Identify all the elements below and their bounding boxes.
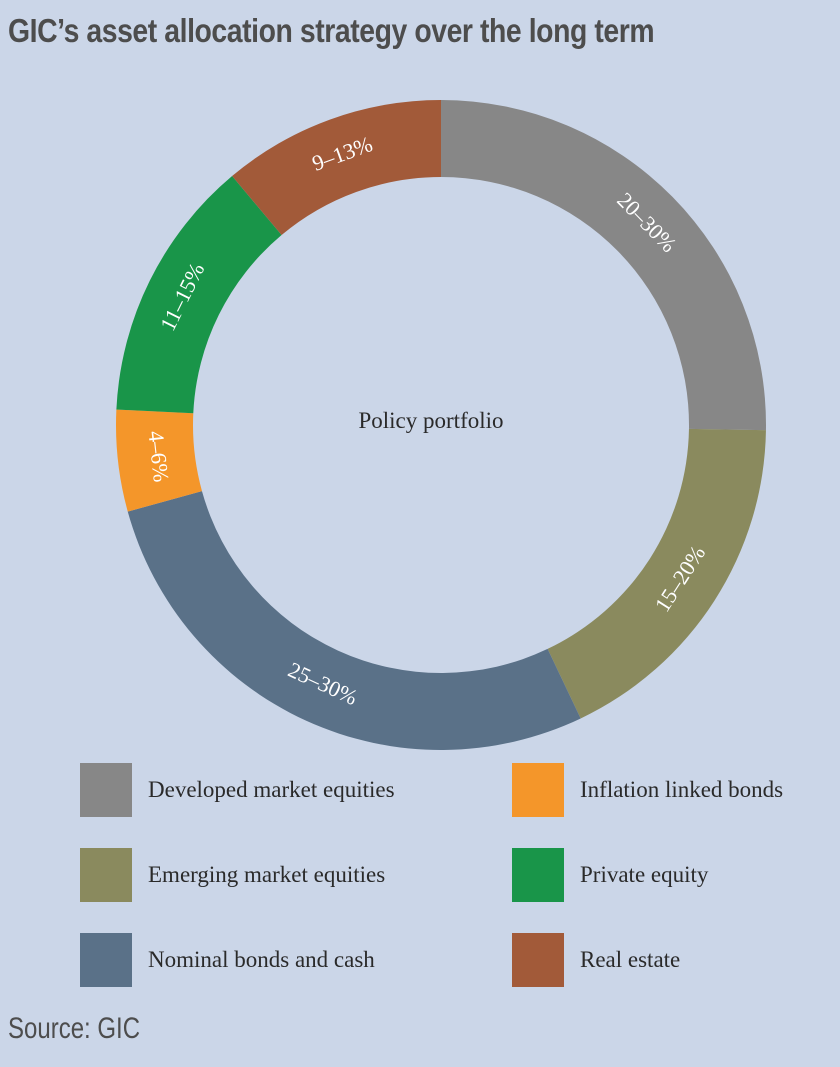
legend-item-inflation-linked-bonds: Inflation linked bonds: [512, 763, 783, 817]
legend-swatch: [512, 848, 564, 902]
legend-item-developed-market-equities: Developed market equities: [80, 763, 395, 817]
source-note: Source: GIC: [8, 1012, 141, 1045]
slice-private-equity: [116, 176, 282, 414]
legend-swatch: [512, 933, 564, 987]
slice-developed-market-equities: [441, 100, 766, 431]
donut-chart: 20–30%15–20%25–30%4–6%11–15%9–13% Policy…: [116, 100, 766, 750]
legend-item-private-equity: Private equity: [512, 848, 708, 902]
legend-item-nominal-bonds-and-cash: Nominal bonds and cash: [80, 933, 375, 987]
legend-label: Private equity: [580, 862, 709, 887]
slice-real-estate: [232, 100, 441, 236]
legend-swatch: [80, 763, 132, 817]
legend-label: Developed market equities: [148, 777, 395, 802]
slice-emerging-market-equities: [547, 428, 766, 719]
chart-title: GIC’s asset allocation strategy over the…: [8, 12, 655, 49]
legend-swatch: [80, 933, 132, 987]
donut-slices: [116, 100, 766, 750]
legend-label: Inflation linked bonds: [580, 777, 784, 802]
slice-inflation-linked-bonds: [116, 409, 202, 512]
slice-nominal-bonds-and-cash: [127, 491, 581, 750]
center-label: Policy portfolio: [358, 408, 503, 433]
slice-label: 4–6%: [143, 430, 174, 484]
legend-item-emerging-market-equities: Emerging market equities: [80, 848, 385, 902]
legend-item-real-estate: Real estate: [512, 933, 680, 987]
legend-label: Emerging market equities: [148, 862, 386, 887]
legend-swatch: [80, 848, 132, 902]
legend-swatch: [512, 763, 564, 817]
legend-label: Real estate: [580, 947, 681, 972]
legend-label: Nominal bonds and cash: [148, 947, 375, 972]
